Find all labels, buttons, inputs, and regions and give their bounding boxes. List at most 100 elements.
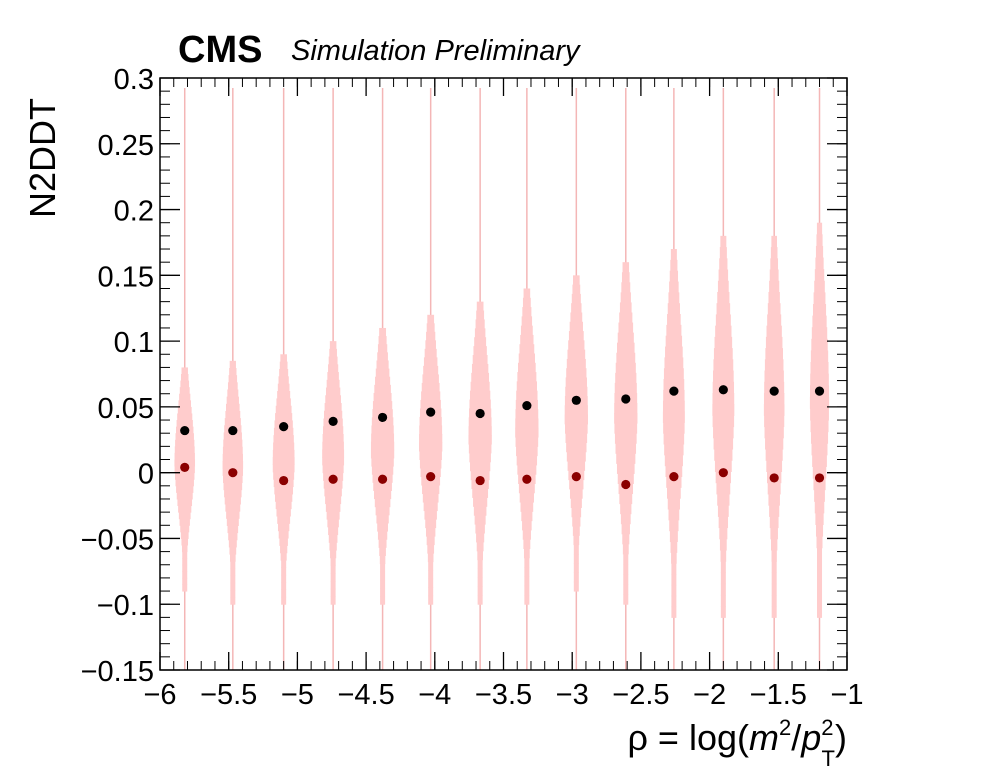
violin-bin [720, 235, 727, 248]
data-point-series0-0 [180, 425, 190, 436]
violin-bin [714, 336, 733, 349]
violin-bin [177, 406, 192, 414]
violin-bin [425, 340, 436, 350]
violin-bin [566, 358, 586, 369]
violin-bin [615, 443, 637, 454]
violin-bin [279, 368, 289, 377]
violin-bin [377, 522, 388, 532]
data-point-series1-9 [621, 479, 631, 490]
violin-bin [564, 414, 589, 425]
violin-bin [718, 269, 729, 282]
violin-bin [809, 396, 830, 409]
violin-bin [614, 433, 637, 444]
violin-bin [330, 596, 336, 605]
violin-bin [713, 348, 733, 360]
violin-bin [815, 245, 824, 259]
data-point-series0-1 [228, 425, 238, 436]
y-tick-label: 0.15 [98, 261, 154, 293]
violin-bin [322, 441, 344, 450]
data-point-series1-12 [769, 473, 779, 483]
data-point-series1-3 [328, 474, 338, 484]
violin-bin [669, 281, 679, 293]
violin-bin [476, 533, 485, 543]
data-point-series1-13 [814, 473, 825, 483]
violin-bin [622, 543, 629, 555]
violin-bin [281, 560, 287, 568]
violin-bin [371, 466, 394, 475]
violin-bin [518, 362, 536, 373]
y-tick-label: 0.25 [98, 130, 154, 162]
violin-bin [330, 557, 336, 567]
violin-bin [712, 415, 735, 428]
violin-bin [379, 555, 386, 565]
violin-bin [516, 446, 538, 457]
y-tick-label: −0.1 [97, 590, 154, 622]
violin-bin [225, 410, 241, 419]
violin-bin [716, 482, 731, 495]
violin-bin [226, 518, 239, 526]
violin-bin [515, 418, 539, 429]
violin-bin [424, 348, 437, 358]
violin-bin [671, 563, 677, 575]
violin-bin [426, 331, 436, 341]
violin-bin [662, 400, 685, 413]
violin-bin [374, 384, 391, 394]
violin-bin [621, 523, 630, 535]
violin-bin [567, 461, 586, 471]
violin-9 [614, 88, 638, 670]
violin-bin [713, 359, 734, 372]
violin-bin [765, 437, 784, 450]
violin-bin [771, 606, 777, 618]
violin-bin [671, 595, 677, 608]
violin-bin [667, 498, 680, 510]
violin-bin [279, 538, 288, 546]
violin-bin [380, 563, 386, 573]
violin-bin [817, 582, 823, 595]
violin-bin [614, 403, 638, 414]
violin-bin [230, 597, 236, 605]
violin-bin [670, 249, 677, 261]
violin-bin [670, 259, 678, 272]
x-tick-label: −5.5 [200, 679, 257, 711]
violin-bin [566, 442, 587, 453]
violin-bin [520, 502, 534, 512]
violin-bin [671, 574, 677, 586]
violin-10 [662, 88, 685, 670]
violin-bin [281, 582, 287, 591]
violin-bin [663, 368, 684, 380]
violin-bin [322, 426, 344, 435]
violin-6 [468, 88, 492, 670]
violin-bin [330, 581, 336, 590]
violin-bin [223, 482, 243, 491]
violin-bin [182, 571, 188, 579]
violin-bin [573, 535, 580, 546]
violin-4 [370, 88, 395, 670]
violin-bin [763, 404, 785, 416]
violin-bin [222, 446, 243, 455]
violin-bin [720, 572, 726, 585]
violin-bin [519, 492, 534, 503]
violin-bin [524, 594, 530, 605]
violin-bin [181, 538, 189, 546]
x-tick-label: −4.5 [337, 679, 394, 711]
violin-bin [370, 449, 395, 459]
violin-bin [771, 594, 777, 607]
violin-bin [421, 391, 441, 401]
violin-bin [616, 352, 636, 364]
violin-bin [567, 349, 586, 360]
violin-bin [714, 460, 732, 473]
violin-bin [477, 559, 483, 570]
violin-bin [717, 505, 729, 517]
violin-bin [428, 587, 434, 597]
violin-bin [515, 427, 539, 438]
violin-bin [228, 375, 238, 383]
violin-2 [272, 88, 295, 670]
violin-bin [277, 391, 291, 399]
violin-bin [180, 525, 190, 533]
violin-bin [276, 508, 291, 517]
violin-bin [281, 596, 287, 605]
violin-bin [179, 393, 191, 401]
violin-bin [225, 504, 241, 512]
violin-bin [621, 282, 631, 293]
violin-bin [471, 372, 490, 383]
